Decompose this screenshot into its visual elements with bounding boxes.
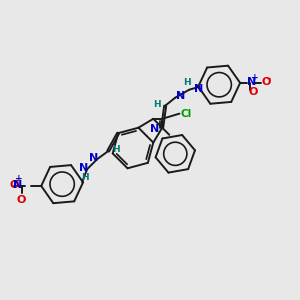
Text: H: H	[112, 145, 120, 154]
Text: O: O	[9, 180, 19, 190]
Text: +: +	[15, 175, 23, 184]
Text: H: H	[153, 100, 161, 109]
Text: O: O	[261, 77, 271, 87]
Text: N: N	[176, 91, 185, 101]
Text: N: N	[247, 77, 256, 87]
Text: -: -	[14, 176, 18, 186]
Text: N: N	[79, 163, 88, 173]
Text: N: N	[194, 84, 203, 94]
Text: H: H	[81, 173, 89, 182]
Text: Cl: Cl	[180, 109, 192, 118]
Text: O: O	[248, 87, 257, 97]
Text: O: O	[16, 195, 26, 205]
Text: -: -	[267, 74, 271, 84]
Text: N: N	[89, 153, 98, 163]
Text: H: H	[183, 78, 191, 87]
Text: +: +	[251, 74, 259, 82]
Text: N: N	[13, 180, 22, 190]
Text: N: N	[150, 124, 159, 134]
